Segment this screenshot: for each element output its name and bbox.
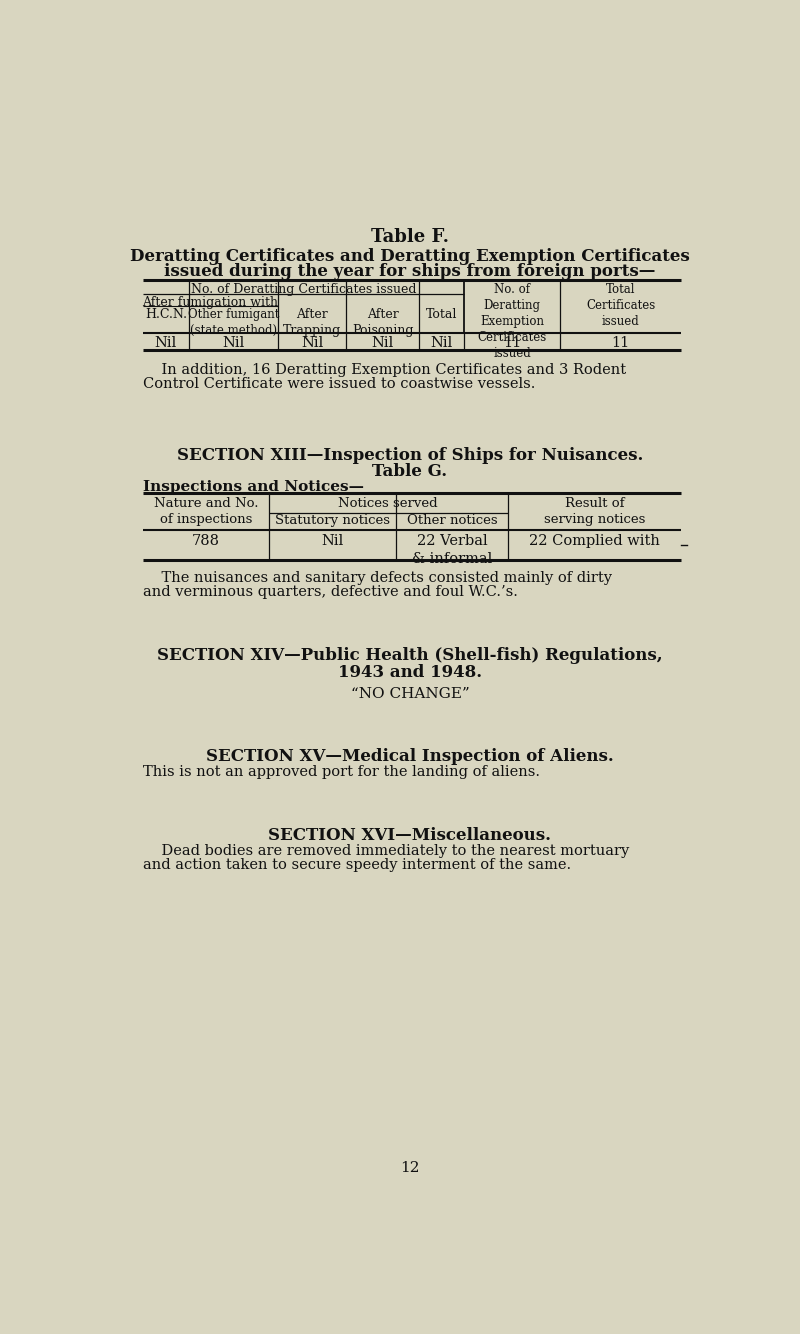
Text: Deratting Certificates and Deratting Exemption Certificates: Deratting Certificates and Deratting Exe… [130, 248, 690, 265]
Text: In addition, 16 Deratting Exemption Certificates and 3 Rodent: In addition, 16 Deratting Exemption Cert… [142, 363, 626, 378]
Text: H.C.N.: H.C.N. [145, 308, 187, 321]
Text: After fumigation with: After fumigation with [142, 296, 278, 308]
Text: 788: 788 [192, 535, 220, 548]
Text: and verminous quarters, defective and foul W.C.’s.: and verminous quarters, defective and fo… [142, 586, 518, 599]
Text: This is not an approved port for the landing of aliens.: This is not an approved port for the lan… [142, 766, 540, 779]
Text: and action taken to secure speedy interment of the same.: and action taken to secure speedy interm… [142, 858, 570, 871]
Text: Other fumigant
(state method): Other fumigant (state method) [188, 308, 279, 338]
Text: Nil: Nil [322, 535, 344, 548]
Text: 11: 11 [503, 336, 522, 350]
Text: Dead bodies are removed immediately to the nearest mortuary: Dead bodies are removed immediately to t… [142, 844, 629, 858]
Text: 1943 and 1948.: 1943 and 1948. [338, 663, 482, 680]
Text: Statutory notices: Statutory notices [275, 515, 390, 527]
Text: SECTION XVI—Miscellaneous.: SECTION XVI—Miscellaneous. [269, 827, 551, 844]
Text: Total: Total [426, 308, 458, 321]
Text: “NO CHANGE”: “NO CHANGE” [350, 687, 470, 700]
Text: SECTION XIV—Public Health (Shell-fish) Regulations,: SECTION XIV—Public Health (Shell-fish) R… [157, 647, 663, 664]
Text: Nature and No.
of inspections: Nature and No. of inspections [154, 498, 258, 527]
Text: No. of Deratting Certificates issued: No. of Deratting Certificates issued [190, 283, 416, 296]
Text: Inspections and Notices—: Inspections and Notices— [142, 480, 364, 495]
Text: After
Poisoning: After Poisoning [352, 308, 414, 338]
Text: Nil: Nil [222, 336, 245, 350]
Text: Result of
serving notices: Result of serving notices [544, 498, 645, 527]
Text: issued during the year for ships from foreign ports—: issued during the year for ships from fo… [164, 263, 656, 280]
Text: 22 Verbal
& informal: 22 Verbal & informal [412, 535, 492, 566]
Text: Other notices: Other notices [406, 515, 497, 527]
Text: Table G.: Table G. [373, 463, 447, 480]
Text: Nil: Nil [154, 336, 177, 350]
Text: SECTION XIII—Inspection of Ships for Nuisances.: SECTION XIII—Inspection of Ships for Nui… [177, 447, 643, 463]
Text: After
Trapping: After Trapping [283, 308, 342, 338]
Text: 11: 11 [612, 336, 630, 350]
Text: The nuisances and sanitary defects consisted mainly of dirty: The nuisances and sanitary defects consi… [142, 571, 612, 586]
Text: Notices served: Notices served [338, 498, 438, 511]
Text: Table F.: Table F. [371, 228, 449, 245]
Text: Total
Certificates
issued: Total Certificates issued [586, 283, 655, 328]
Text: Control Certificate were issued to coastwise vessels.: Control Certificate were issued to coast… [142, 378, 535, 391]
Text: 22 Complied with: 22 Complied with [529, 535, 660, 548]
Text: 12: 12 [400, 1161, 420, 1175]
Text: SECTION XV—Medical Inspection of Aliens.: SECTION XV—Medical Inspection of Aliens. [206, 748, 614, 766]
Text: No. of
Deratting
Exemption
Certificates
issued: No. of Deratting Exemption Certificates … [478, 283, 547, 360]
Text: Nil: Nil [372, 336, 394, 350]
Text: Nil: Nil [430, 336, 453, 350]
Text: Nil: Nil [302, 336, 323, 350]
